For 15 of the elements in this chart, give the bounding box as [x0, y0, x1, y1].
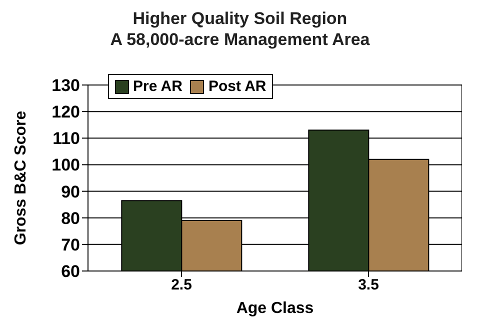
legend-label: Pre AR [132, 78, 182, 95]
y-tick-label: 130 [52, 76, 80, 96]
y-tick-label: 60 [61, 262, 80, 282]
y-tick-label: 120 [52, 102, 80, 122]
x-tick-label: 2.5 [171, 276, 192, 294]
y-tick-label: 80 [61, 208, 80, 228]
legend-label: Post AR [207, 78, 266, 95]
y-axis-title: Gross B&C Score [12, 110, 30, 246]
chart-title: Higher Quality Soil Region A 58,000-acre Management Area [109, 8, 371, 50]
x-axis-title: Age Class [236, 300, 314, 317]
y-tick-label: 110 [52, 129, 80, 148]
y-tick-label: 100 [52, 156, 80, 175]
y-tick-label: 90 [61, 182, 80, 202]
y-tick-label: 70 [61, 235, 80, 254]
x-tick-label: 3.5 [358, 276, 379, 294]
